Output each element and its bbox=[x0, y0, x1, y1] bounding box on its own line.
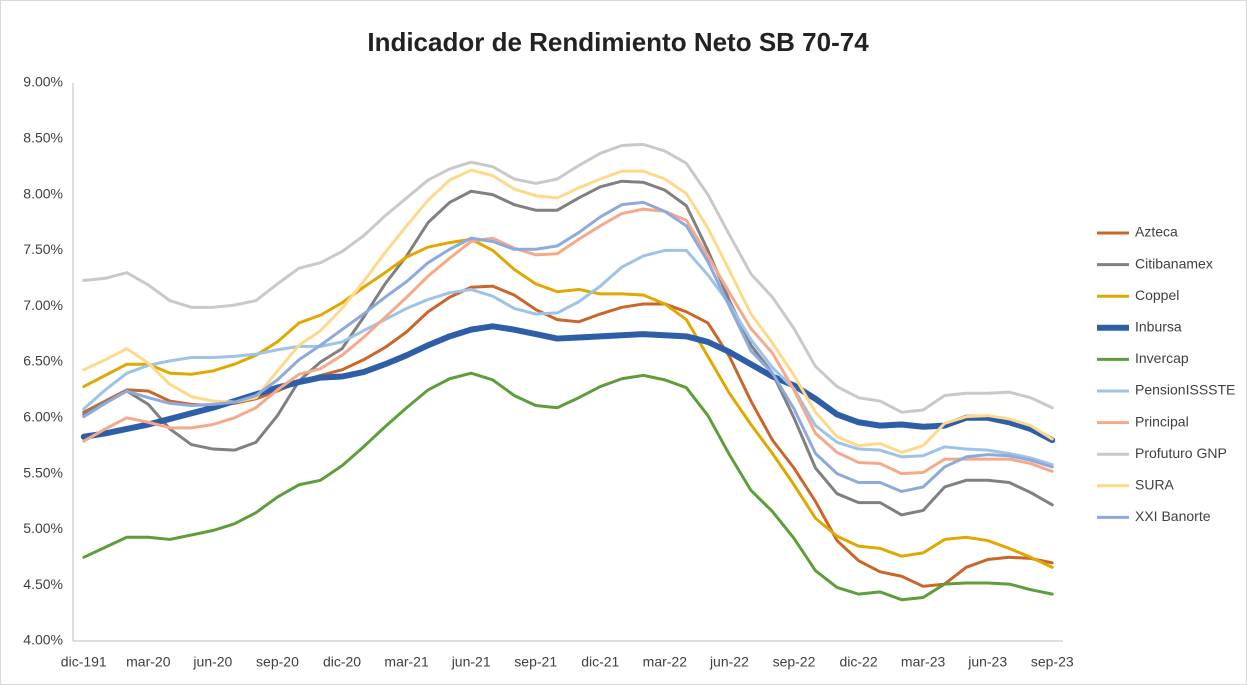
y-tick-label: 4.00% bbox=[23, 632, 63, 648]
y-tick-label: 4.50% bbox=[23, 576, 63, 592]
legend-label: Invercap bbox=[1135, 350, 1189, 366]
chart-title: Indicador de Rendimiento Neto SB 70-74 bbox=[367, 27, 869, 57]
legend-label: Inbursa bbox=[1135, 319, 1182, 335]
legend-label: Profuturo GNP bbox=[1135, 445, 1227, 461]
x-tick-label: sep-22 bbox=[773, 654, 816, 670]
series-line bbox=[82, 237, 1054, 569]
legend-label: SURA bbox=[1135, 477, 1175, 493]
legend-label: Principal bbox=[1135, 413, 1189, 429]
series-line bbox=[82, 207, 1054, 476]
x-tick-label: jun-21 bbox=[451, 654, 491, 670]
x-tick-label: jun-22 bbox=[709, 654, 749, 670]
y-tick-label: 7.50% bbox=[23, 241, 63, 257]
legend-label: XXI Banorte bbox=[1135, 508, 1211, 524]
legend-label: Coppel bbox=[1135, 287, 1179, 303]
x-tick-label: jun-20 bbox=[192, 654, 232, 670]
series-line bbox=[82, 200, 1054, 493]
series-line bbox=[82, 248, 1054, 467]
x-tick-label: jun-23 bbox=[967, 654, 1007, 670]
y-tick-label: 6.00% bbox=[23, 409, 63, 425]
series-line bbox=[82, 142, 1054, 414]
x-tick-label: mar-20 bbox=[126, 654, 171, 670]
x-tick-label: sep-20 bbox=[256, 654, 299, 670]
series-line bbox=[82, 179, 1054, 517]
series-line bbox=[82, 371, 1054, 602]
x-tick-label: dic-191 bbox=[61, 654, 107, 670]
legend-label: PensionISSSTE bbox=[1135, 382, 1235, 398]
x-tick-label: sep-21 bbox=[514, 654, 557, 670]
y-tick-label: 9.00% bbox=[23, 74, 63, 90]
x-tick-label: dic-22 bbox=[839, 654, 877, 670]
y-tick-label: 5.00% bbox=[23, 520, 63, 536]
legend-label: Azteca bbox=[1135, 224, 1178, 240]
y-tick-label: 8.50% bbox=[23, 130, 63, 146]
x-tick-label: dic-20 bbox=[323, 654, 361, 670]
y-tick-label: 5.50% bbox=[23, 464, 63, 480]
legend-label: Citibanamex bbox=[1135, 255, 1213, 271]
x-tick-label: mar-23 bbox=[901, 654, 946, 670]
y-tick-label: 7.00% bbox=[23, 297, 63, 313]
x-tick-label: mar-22 bbox=[643, 654, 688, 670]
x-tick-label: mar-21 bbox=[384, 654, 429, 670]
x-tick-label: dic-21 bbox=[581, 654, 619, 670]
x-tick-label: sep-23 bbox=[1031, 654, 1074, 670]
y-tick-label: 8.00% bbox=[23, 185, 63, 201]
y-tick-label: 6.50% bbox=[23, 353, 63, 369]
